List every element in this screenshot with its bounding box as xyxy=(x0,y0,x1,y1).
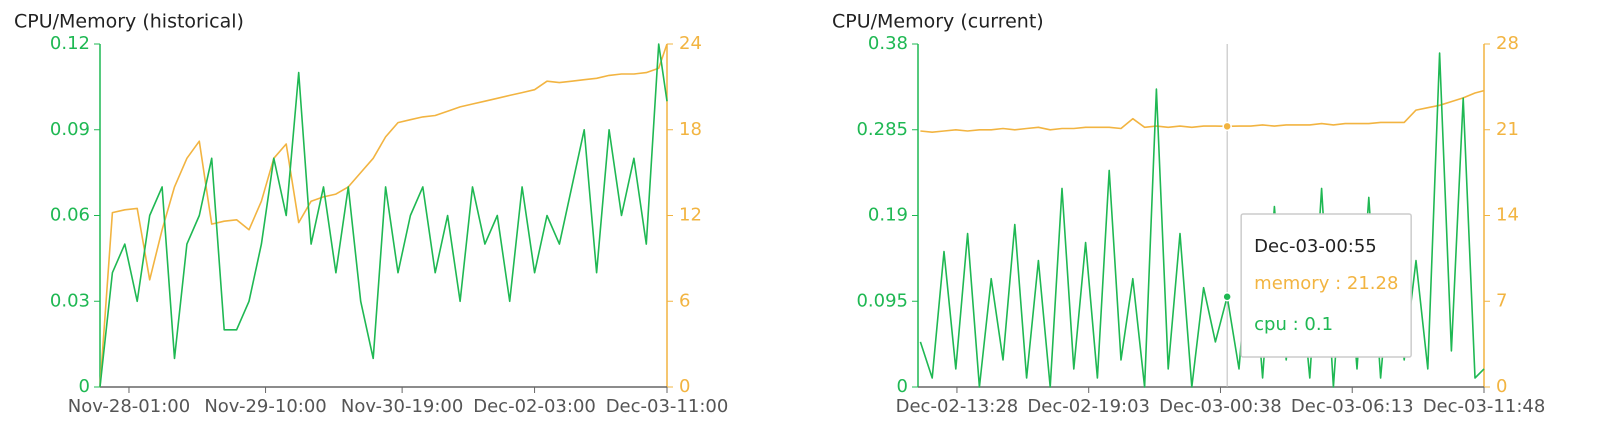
tooltip-item: cpu : 0.1 xyxy=(1254,314,1333,335)
x-tick-label: Dec-03-11:48 xyxy=(1423,396,1546,417)
x-tick-label: Dec-03-06:13 xyxy=(1291,396,1414,417)
tooltip-item: memory : 21.28 xyxy=(1254,273,1398,294)
y2-tick-label: 24 xyxy=(679,33,702,54)
y-tick-label: 0.285 xyxy=(856,119,908,140)
y-tick-label: 0.19 xyxy=(868,205,908,226)
x-tick-label: Dec-02-19:03 xyxy=(1027,396,1150,417)
y-tick-label: 0.095 xyxy=(856,290,908,311)
y-tick-label: 0.12 xyxy=(50,33,90,54)
y2-tick-label: 14 xyxy=(1496,205,1519,226)
x-tick-label: Dec-03-11:00 xyxy=(606,396,729,417)
series-line xyxy=(99,43,668,388)
y-tick-label: 0 xyxy=(79,376,90,397)
x-tick-label: Nov-29-10:00 xyxy=(204,396,326,417)
x-tick-label: Nov-30-19:00 xyxy=(341,396,463,417)
x-tick-label: Dec-02-03:00 xyxy=(473,396,596,417)
series-line xyxy=(99,43,668,388)
x-tick-label: Nov-28-01:00 xyxy=(68,396,190,417)
tooltip-box xyxy=(1240,213,1412,358)
y-tick-label: 0.38 xyxy=(868,33,908,54)
x-tick-label: Dec-03-00:38 xyxy=(1159,396,1282,417)
y2-tick-label: 0 xyxy=(1496,376,1507,397)
y-tick-label: 0.09 xyxy=(50,119,90,140)
y2-tick-label: 21 xyxy=(1496,119,1519,140)
y2-tick-label: 7 xyxy=(1496,290,1507,311)
chart-title: CPU/Memory (historical) xyxy=(14,11,244,33)
tooltip-title: Dec-03-00:55 xyxy=(1254,236,1377,257)
y-tick-label: 0.03 xyxy=(50,290,90,311)
chart-title: CPU/Memory (current) xyxy=(832,11,1044,33)
y-tick-label: 0.06 xyxy=(50,205,90,226)
y2-tick-label: 6 xyxy=(679,290,690,311)
y2-tick-label: 18 xyxy=(679,119,702,140)
x-tick-label: Dec-02-13:28 xyxy=(896,396,1019,417)
y-tick-label: 0 xyxy=(897,376,908,397)
tooltip-point xyxy=(1222,121,1232,132)
y2-tick-label: 12 xyxy=(679,205,702,226)
y2-tick-label: 28 xyxy=(1496,33,1519,54)
tooltip-point xyxy=(1222,291,1232,302)
y2-tick-label: 0 xyxy=(679,376,690,397)
series-line xyxy=(920,89,1485,133)
